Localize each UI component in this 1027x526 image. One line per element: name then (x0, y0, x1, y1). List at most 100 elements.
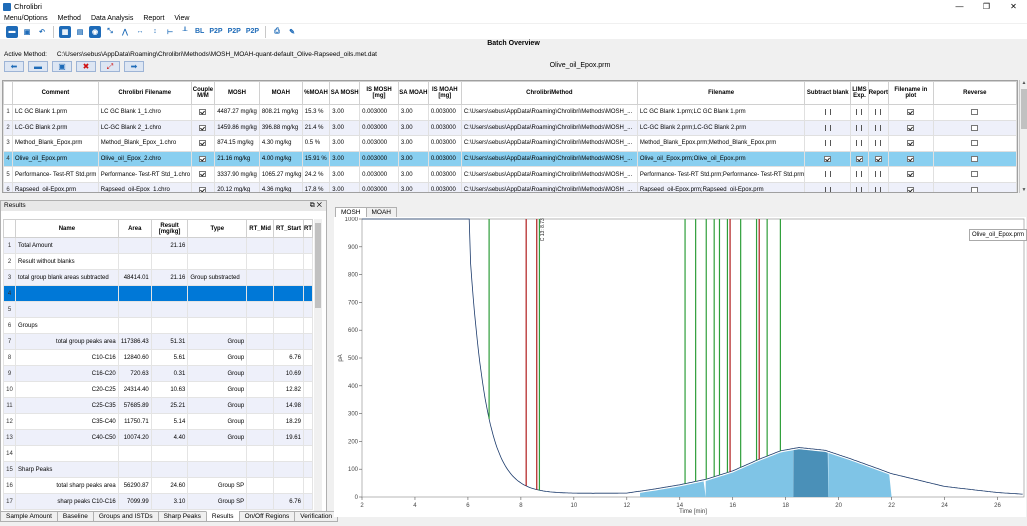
cell-rt[interactable] (302, 349, 313, 366)
cell-area[interactable] (117, 301, 152, 318)
cell-rt-start[interactable]: 6.76 (273, 349, 304, 366)
checkbox[interactable] (874, 155, 882, 162)
checkbox[interactable] (971, 140, 979, 147)
export-icon[interactable]: ✎ (289, 28, 295, 36)
cell-area[interactable] (117, 285, 152, 302)
cell-type[interactable] (187, 253, 248, 270)
cell-rt-mid[interactable] (246, 301, 275, 318)
cell-area[interactable]: 11750.71 (117, 413, 152, 430)
cell-filename[interactable]: Method_Blank_Epox.prm;Method_Blank_Epox.… (636, 135, 806, 152)
cell-comment[interactable]: Rapseed_oil-Epox.prm (12, 181, 99, 192)
cell-is-moah[interactable]: 0.003000 (427, 135, 462, 152)
batch-row[interactable]: 6 Rapseed_oil-Epox.prm Rapseed_oil-Epox_… (3, 181, 1017, 192)
cell-is-moah[interactable]: 0.003000 (427, 104, 462, 121)
cell-result[interactable] (150, 285, 189, 302)
fit-height-icon[interactable]: ↕ (153, 28, 157, 35)
minimize-button[interactable]: — (955, 2, 964, 11)
cell-type[interactable] (187, 301, 248, 318)
cell-pct[interactable]: 17.8 % (301, 181, 331, 192)
cell-moah[interactable]: 808.21 mg/kg (258, 104, 303, 121)
panel-close-icon[interactable]: ⧉ ✕ (309, 202, 322, 209)
checkbox[interactable] (907, 124, 915, 131)
cell-sa-mosh[interactable]: 3.00 (329, 119, 361, 137)
cell-is-mosh[interactable]: 0.003000 (359, 181, 399, 192)
cell-rt[interactable] (302, 429, 313, 446)
cell-rt-mid[interactable] (246, 365, 275, 382)
toggle[interactable] (856, 171, 863, 178)
checkbox[interactable] (824, 155, 832, 162)
batch-row[interactable]: 3 Method_Blank_Epox.prm Method_Blank_Epo… (3, 135, 1017, 152)
cell-type[interactable]: Group SP (187, 493, 248, 510)
back-arrow-icon[interactable]: ⬅ (4, 61, 24, 72)
cell-result[interactable]: 4.40 (150, 429, 189, 446)
cell-area[interactable] (117, 237, 152, 254)
col-filename[interactable]: Filename (636, 81, 806, 105)
cell-area[interactable]: 10074.20 (117, 429, 152, 446)
checkbox[interactable] (907, 186, 915, 192)
scroll-up-icon[interactable]: ▲ (1021, 80, 1027, 86)
toggle[interactable] (856, 109, 863, 115)
cell-type[interactable]: Group SP (187, 477, 248, 494)
col-couple[interactable]: Couple M/M (190, 81, 216, 105)
toggle[interactable] (875, 186, 882, 192)
toggle[interactable] (875, 171, 882, 178)
cell-result[interactable]: 0.31 (150, 365, 189, 382)
camera-icon[interactable]: ◉ (89, 25, 101, 38)
cell-name[interactable]: C25-C35 (14, 397, 119, 414)
cell-rt-start[interactable] (273, 237, 304, 254)
cell-sa-mosh[interactable]: 3.00 (329, 181, 361, 192)
open-folder-icon[interactable]: ▬ (6, 25, 18, 38)
col-name[interactable]: Name (14, 219, 119, 238)
results-row[interactable]: 15 Sharp Peaks (3, 461, 313, 478)
cell-file[interactable]: Performance- Test-RT Std_1.chro (97, 166, 192, 183)
cell-subtract-blank[interactable] (804, 119, 852, 137)
cell-type[interactable]: Group substracted (187, 269, 248, 286)
checkbox[interactable] (199, 124, 207, 131)
cell-rt-mid[interactable] (246, 397, 275, 414)
cell-file[interactable]: LC GC Blank 1_1.chro (97, 104, 192, 121)
cell-type[interactable]: Group (187, 429, 248, 446)
cell-rt[interactable] (302, 285, 313, 302)
cell-rt-mid[interactable] (246, 413, 275, 430)
cell-name[interactable]: C35-C40 (14, 413, 119, 430)
cell-type[interactable]: Group (187, 413, 248, 430)
cell-area[interactable]: 57685.89 (117, 397, 152, 414)
cell-is-mosh[interactable]: 0.003000 (359, 119, 399, 137)
toggle[interactable] (875, 140, 882, 147)
col-type[interactable]: Type (187, 219, 248, 238)
cell-rt-start[interactable]: 6.76 (273, 493, 304, 510)
cell-type[interactable]: Group (187, 365, 248, 382)
cell-sa-moah[interactable]: 3.00 (397, 150, 429, 168)
cell-rt-start[interactable] (273, 461, 304, 478)
cell-couple[interactable] (190, 135, 216, 152)
cell-subtract-blank[interactable] (804, 166, 852, 183)
fit-width-icon[interactable]: ↔ (136, 28, 144, 35)
close-button[interactable]: ✕ (1010, 2, 1017, 11)
cell-report[interactable] (867, 150, 890, 168)
toggle[interactable] (824, 109, 831, 115)
cell-result[interactable]: 5.14 (150, 413, 189, 430)
menu-method[interactable]: Method (57, 14, 81, 22)
delete-icon[interactable]: ✖ (76, 61, 96, 72)
cell-reverse[interactable] (932, 135, 1017, 152)
results-row[interactable]: 13 C40-C50 10074.20 4.40 Group 19.61 (3, 429, 313, 446)
cell-area[interactable]: 7099.99 (117, 493, 152, 510)
cell-name[interactable]: Total Amount (14, 237, 119, 254)
cell-rt[interactable] (302, 397, 313, 414)
checkbox[interactable] (199, 109, 207, 115)
cell-area[interactable]: 12840.60 (117, 349, 152, 366)
cell-is-moah[interactable]: 0.003000 (427, 119, 462, 137)
tab-groups-and-istds[interactable]: Groups and ISTDs (92, 511, 159, 522)
cell-reverse[interactable] (932, 104, 1017, 121)
cell-name[interactable]: C40-C50 (14, 429, 119, 446)
cell-in-plot[interactable] (888, 150, 934, 168)
cell-is-mosh[interactable]: 0.003000 (359, 166, 399, 183)
cell-rt-mid[interactable] (246, 477, 275, 494)
cell-type[interactable] (187, 445, 248, 462)
checkbox[interactable] (199, 155, 207, 162)
cell-rt-start[interactable] (273, 333, 304, 350)
cell-couple[interactable] (190, 181, 216, 192)
cell-sa-moah[interactable]: 3.00 (397, 181, 429, 192)
results-row[interactable]: 10 C20-C25 24314.40 10.63 Group 12.82 (3, 381, 313, 398)
cell-comment[interactable]: Performance- Test-RT Std.prm (12, 166, 99, 183)
